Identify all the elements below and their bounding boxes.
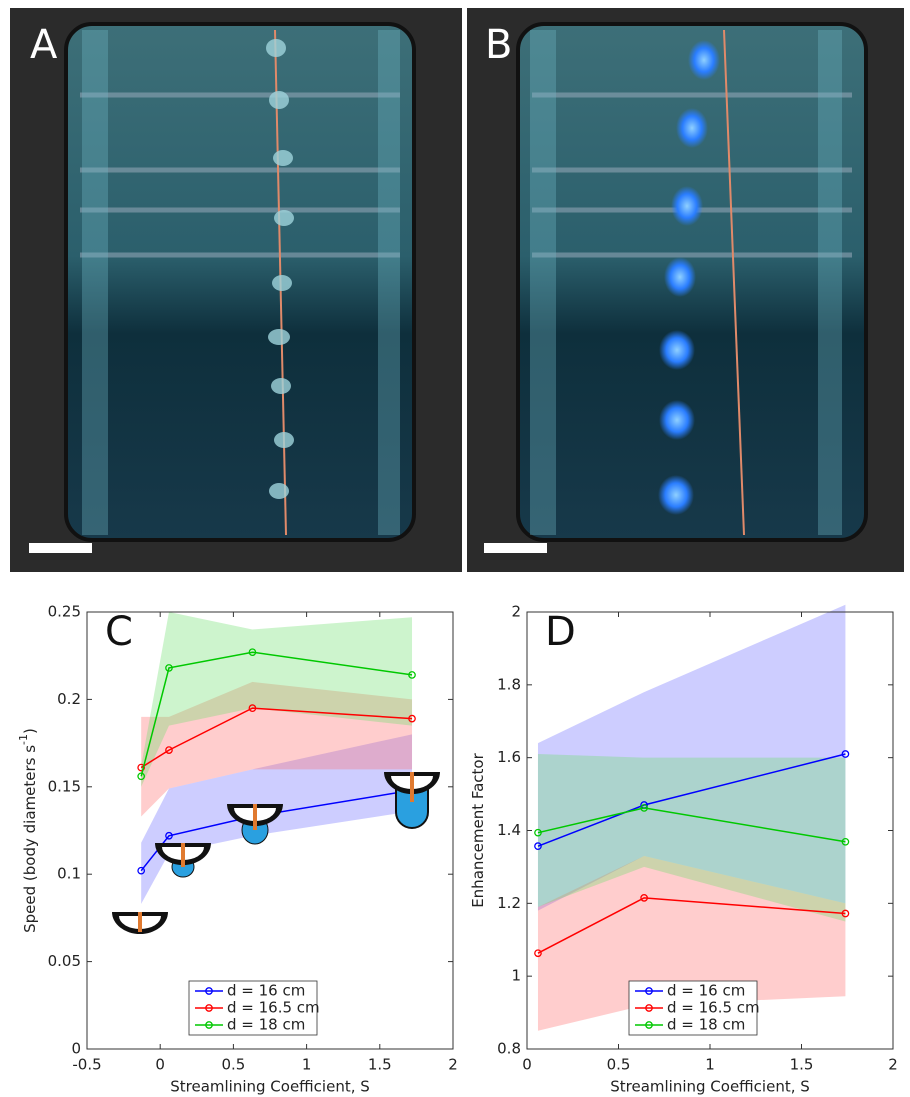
plot xyxy=(535,605,849,1031)
legend-label: d = 18 cm xyxy=(667,1016,745,1034)
y-tick-label: 1.6 xyxy=(497,748,521,766)
x-tick-label: 0.5 xyxy=(221,1056,245,1074)
panel-label: D xyxy=(545,609,576,655)
x-tick-label: 2 xyxy=(448,1056,458,1074)
y-axis-label-end: ) xyxy=(21,728,39,734)
y-tick-label: 1.2 xyxy=(497,894,521,912)
x-tick-label: -0.5 xyxy=(72,1056,101,1074)
legend-label: d = 18 cm xyxy=(227,1016,305,1034)
glass-edge xyxy=(378,30,400,535)
legend-label: d = 16 cm xyxy=(667,982,745,1000)
y-tick-label: 2 xyxy=(511,603,521,621)
y-tick-label: 0 xyxy=(71,1040,81,1058)
legend-label: d = 16.5 cm xyxy=(667,999,760,1017)
x-axis-label: Streamlining Coefficient, S xyxy=(610,1078,810,1096)
x-axis-label: Streamlining Coefficient, S xyxy=(170,1078,370,1096)
panel-label: C xyxy=(105,609,133,655)
x-tick-label: 0 xyxy=(155,1056,165,1074)
scale-bar xyxy=(29,543,92,553)
x-tick-label: 0.5 xyxy=(607,1056,631,1074)
y-tick-label: 1 xyxy=(511,967,521,985)
tank-window xyxy=(66,24,414,540)
y-tick-label: 1.8 xyxy=(497,675,521,693)
y-axis-label-text: Speed (body diameters s xyxy=(21,745,39,933)
y-axis-label-text: Enhancement Factor xyxy=(469,752,487,907)
y-tick-label: 0.25 xyxy=(48,603,81,621)
legend-label: d = 16.5 cm xyxy=(227,999,320,1017)
y-tick-label: 0.15 xyxy=(48,777,81,795)
legend-label: d = 16 cm xyxy=(227,982,305,1000)
x-tick-label: 1.5 xyxy=(368,1056,392,1074)
panel-label: A xyxy=(30,22,58,68)
x-tick-label: 1 xyxy=(302,1056,312,1074)
figure: A B -0.500.511.5200.050.10.150.20.25Stre… xyxy=(0,0,910,1097)
photo-a: A xyxy=(10,8,462,572)
x-tick-label: 0 xyxy=(522,1056,532,1074)
y-tick-label: 1.4 xyxy=(497,821,521,839)
y-tick-label: 0.2 xyxy=(57,690,81,708)
glass-edge xyxy=(818,30,842,535)
y-axis-label-sup: -1 xyxy=(17,734,30,745)
x-tick-label: 1.5 xyxy=(790,1056,814,1074)
panel-label: B xyxy=(485,22,512,68)
glass-edge xyxy=(82,30,108,535)
glass-edge xyxy=(530,30,556,535)
y-tick-label: 0.8 xyxy=(497,1040,521,1058)
y-tick-label: 0.1 xyxy=(57,865,81,883)
x-tick-label: 2 xyxy=(888,1056,898,1074)
scale-bar xyxy=(484,543,547,553)
x-tick-label: 1 xyxy=(705,1056,715,1074)
y-axis-label: Speed (body diameters s-1) xyxy=(17,728,39,933)
photo-b: B xyxy=(467,8,904,572)
y-axis-label: Enhancement Factor xyxy=(469,752,487,907)
y-tick-label: 0.05 xyxy=(48,952,81,970)
